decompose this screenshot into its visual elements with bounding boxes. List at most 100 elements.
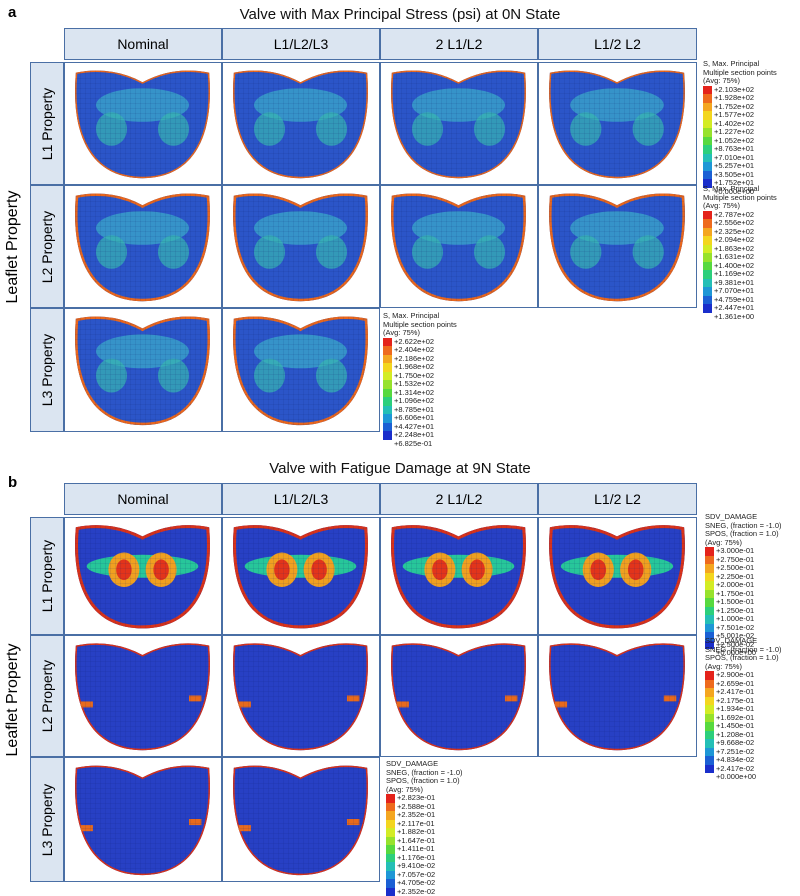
legend-level: +1.752e+01 xyxy=(714,178,755,187)
legend-swatch xyxy=(703,153,712,162)
legend-row: +1.750e-01 xyxy=(705,588,781,598)
legend-swatch xyxy=(703,102,712,111)
row-header: L3 Property xyxy=(30,308,64,432)
column-header: Nominal xyxy=(64,483,222,515)
legend-row: +2.447e+01 xyxy=(703,303,777,313)
legend-row: +2.175e-01 xyxy=(705,696,781,705)
legend-swatch xyxy=(383,337,392,346)
legend: SDV_DAMAGE SNEG, (fraction = -1.0) SPOS, (… xyxy=(386,759,462,896)
legend-swatch xyxy=(703,85,712,94)
legend-swatch xyxy=(386,802,395,811)
legend-row: +2.417e-01 xyxy=(705,687,781,697)
legend-swatch xyxy=(705,705,714,714)
legend-level: +2.750e-01 xyxy=(716,554,755,564)
grid-cell xyxy=(538,635,697,757)
legend-row: +9.410e-02 xyxy=(386,861,462,871)
row-header: L2 Property xyxy=(30,635,64,757)
legend-level: +1.411e-01 xyxy=(397,844,435,853)
legend-row: +8.785e+01 xyxy=(383,404,457,414)
legend-level: +1.863e+02 xyxy=(714,243,755,253)
row-header-text: L3 Property xyxy=(39,333,55,407)
legend-swatch xyxy=(703,179,712,188)
legend-row: +2.622e+02 xyxy=(383,337,457,346)
legend-row: +0.000e+00 xyxy=(703,187,777,197)
legend-level: +1.647e-01 xyxy=(397,835,436,845)
grid-cell xyxy=(64,62,222,185)
legend-swatch xyxy=(386,828,395,837)
valve-image xyxy=(75,525,210,629)
valve-image xyxy=(391,525,526,629)
legend-heading: SPOS, (fraction = 1.0) xyxy=(705,653,779,662)
column-header: Nominal xyxy=(64,28,222,60)
legend-row: +2.250e-01 xyxy=(705,572,781,581)
panel-title: Valve with Max Principal Stress (psi) at… xyxy=(239,6,561,23)
legend-swatch xyxy=(703,119,712,128)
legend-row: +3.000e-01 xyxy=(705,546,781,556)
legend-heading: SDV_DAMAGE xyxy=(386,759,439,768)
legend-swatch xyxy=(703,236,712,245)
legend-swatch xyxy=(383,346,392,355)
legend-heading: (Avg: 75%) xyxy=(705,537,742,547)
legend-row: +1.647e-01 xyxy=(386,835,462,845)
grid-cell xyxy=(380,635,538,757)
legend-row: +2.750e-01 xyxy=(705,554,781,564)
legend-level: +9.668e-02 xyxy=(716,738,755,747)
row-header-text: L1 Property xyxy=(39,539,55,613)
legend-level: +2.787e+02 xyxy=(714,209,755,219)
legend-level: +7.057e-02 xyxy=(397,869,436,879)
legend-swatch xyxy=(703,304,712,313)
legend-row: +1.400e+02 xyxy=(703,261,777,270)
legend-swatch xyxy=(705,555,714,564)
legend-level: +8.785e+01 xyxy=(394,404,435,414)
legend-level: +2.186e+02 xyxy=(394,353,435,363)
legend-level: +2.900e-01 xyxy=(716,670,755,679)
legend-swatch xyxy=(703,278,712,287)
legend-swatch xyxy=(705,598,714,607)
legend-row: +1.250e-01 xyxy=(705,606,781,615)
grid-cell xyxy=(222,308,380,432)
legend-level: +2.556e+02 xyxy=(714,218,755,227)
legend-heading: S, Max. Principal xyxy=(703,184,760,193)
legend-swatch xyxy=(703,136,712,145)
legend-level: +5.001e-02 xyxy=(716,631,755,640)
legend-level: +1.750e-01 xyxy=(716,588,755,598)
panel-label: a xyxy=(8,4,17,21)
valve-image xyxy=(75,70,210,179)
legend-swatch xyxy=(705,739,714,748)
legend-swatch xyxy=(703,227,712,236)
legend-row: +1.208e-01 xyxy=(705,730,781,739)
valve-image xyxy=(391,193,526,302)
legend: S, Max. Principal Multiple section points… xyxy=(703,184,777,322)
legend-swatch xyxy=(703,244,712,253)
legend-swatch xyxy=(703,128,712,137)
legend-level: +1.096e+02 xyxy=(394,396,435,405)
legend-swatch xyxy=(705,671,714,680)
legend-swatch xyxy=(705,764,714,773)
row-header-text: L2 Property xyxy=(39,210,55,283)
column-header: L1/L2/L3 xyxy=(222,483,380,515)
legend-row: +1.361e+00 xyxy=(703,312,777,322)
legend-swatch xyxy=(705,696,714,705)
legend-swatch xyxy=(703,313,712,322)
legend-swatch xyxy=(386,853,395,862)
legend-row: +1.500e-01 xyxy=(705,597,781,607)
legend-level: +1.402e+02 xyxy=(714,118,755,128)
legend-row: +1.411e-01 xyxy=(386,844,462,854)
legend-level: +9.381e+01 xyxy=(714,277,755,287)
grid-cell xyxy=(538,517,697,635)
legend-level: +1.500e-01 xyxy=(716,597,755,606)
legend-swatch xyxy=(703,170,712,179)
legend-row: +4.834e-02 xyxy=(705,755,781,765)
grid-cell xyxy=(222,185,380,308)
legend-level: +2.823e-01 xyxy=(397,793,436,802)
legend-swatch xyxy=(386,887,395,896)
legend-row: +6.606e+01 xyxy=(383,413,457,423)
legend-heading: SDV_DAMAGE xyxy=(705,512,758,521)
legend-level: +2.447e+01 xyxy=(714,303,755,312)
valve-image xyxy=(75,643,210,751)
legend-level: +2.094e+02 xyxy=(714,235,755,244)
legend-swatch xyxy=(383,397,392,406)
column-header: L1/2 L2 xyxy=(538,483,697,515)
legend-row: +2.117e-01 xyxy=(386,819,462,828)
